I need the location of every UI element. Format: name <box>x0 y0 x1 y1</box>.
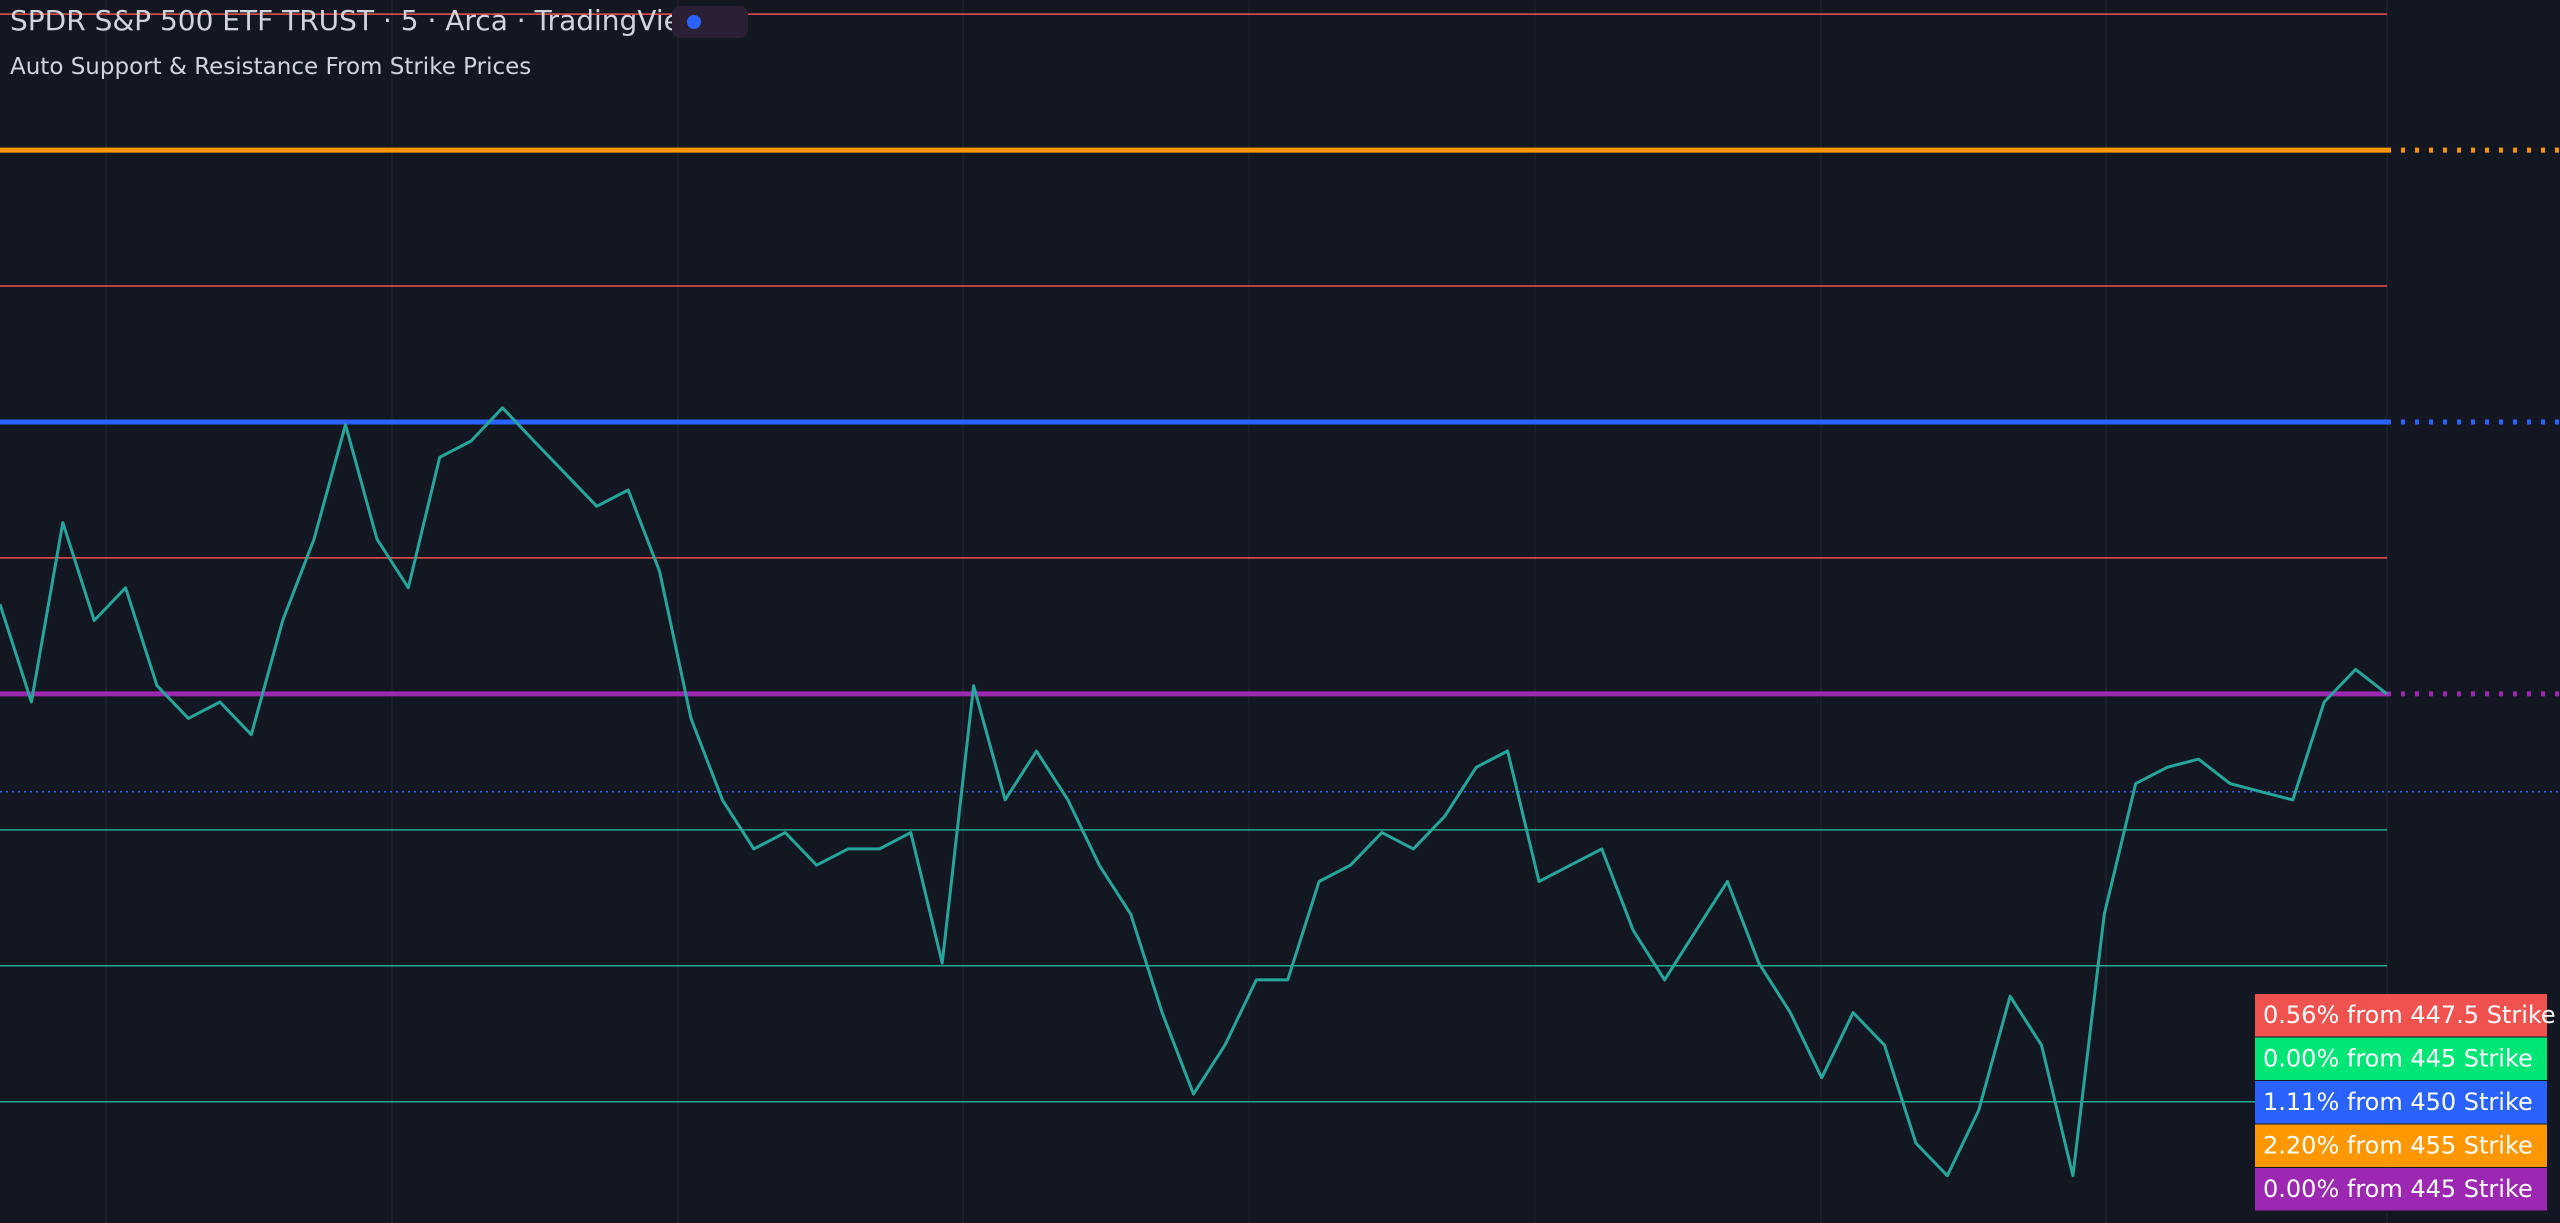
price-plot <box>0 406 2388 1178</box>
table-row-text: 0.56% from 447.5 Strike <box>2263 1001 2556 1029</box>
table-row <box>2255 1037 2547 1080</box>
table-row-text: 0.00% from 445 Strike <box>2263 1175 2533 1203</box>
table-row <box>2255 1081 2547 1124</box>
strike-table: 0.56% from 447.5 Strike 0.00% from 445 St… <box>2255 994 2556 1211</box>
table-row-text: 1.11% from 450 Strike <box>2263 1088 2533 1116</box>
strike-lines <box>0 13 2560 1103</box>
table-row-text: 0.00% from 445 Strike <box>2263 1044 2533 1072</box>
toggle[interactable] <box>672 6 748 38</box>
table-row <box>2255 994 2547 1037</box>
chart-title: SPDR S&P 500 ETF TRUST · 5 · Arca · Trad… <box>10 4 704 37</box>
table-row-text: 2.20% from 455 Strike <box>2263 1131 2533 1159</box>
chart-subtitle: Auto Support & Resistance From Strike Pr… <box>10 54 531 80</box>
toggle-icon <box>687 15 701 29</box>
price-line-series <box>0 406 2388 1178</box>
grid <box>105 0 2388 1223</box>
table-row <box>2255 1124 2547 1167</box>
table-row <box>2255 1168 2547 1211</box>
